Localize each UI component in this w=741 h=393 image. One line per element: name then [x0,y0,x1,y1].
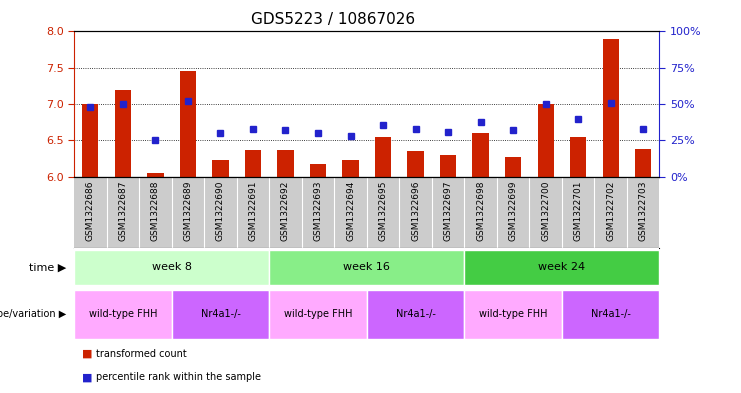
Bar [505,157,521,177]
Text: Nr4a1-/-: Nr4a1-/- [591,309,631,320]
Text: genotype/variation ▶: genotype/variation ▶ [0,309,67,320]
Text: wild-type FHH: wild-type FHH [479,309,548,320]
Bar [635,149,651,177]
Bar [537,104,554,177]
Text: GSM1322690: GSM1322690 [216,180,225,241]
Text: wild-type FHH: wild-type FHH [284,309,352,320]
Text: transformed count: transformed count [96,349,187,359]
Bar [310,164,326,177]
Bar [213,160,228,177]
Text: time ▶: time ▶ [30,262,67,272]
Bar [180,72,196,177]
Text: percentile rank within the sample: percentile rank within the sample [96,372,262,382]
Bar [602,39,619,177]
Text: ■: ■ [82,349,92,359]
Bar [408,151,424,177]
Bar [172,290,269,339]
Text: GDS5223 / 10867026: GDS5223 / 10867026 [251,12,416,27]
Text: GSM1322696: GSM1322696 [411,180,420,241]
Text: week 8: week 8 [152,262,192,272]
Text: GSM1322702: GSM1322702 [606,180,615,241]
Text: week 16: week 16 [343,262,391,272]
Text: GSM1322695: GSM1322695 [379,180,388,241]
Bar [74,250,269,285]
Bar [465,250,659,285]
Text: Nr4a1-/-: Nr4a1-/- [396,309,436,320]
Text: GSM1322700: GSM1322700 [541,180,550,241]
Bar [473,133,489,177]
Bar [342,160,359,177]
Bar [245,150,261,177]
Text: GSM1322697: GSM1322697 [444,180,453,241]
Text: GSM1322691: GSM1322691 [248,180,257,241]
Text: GSM1322692: GSM1322692 [281,180,290,241]
Bar [269,250,465,285]
Text: ■: ■ [82,372,92,382]
Text: GSM1322689: GSM1322689 [184,180,193,241]
Bar [562,290,659,339]
Bar [465,290,562,339]
Bar [570,137,586,177]
Text: GSM1322694: GSM1322694 [346,180,355,241]
Text: GSM1322687: GSM1322687 [119,180,127,241]
Text: GSM1322686: GSM1322686 [86,180,95,241]
Bar [277,150,293,177]
Text: Nr4a1-/-: Nr4a1-/- [201,309,240,320]
Text: week 24: week 24 [539,262,585,272]
Bar [74,290,172,339]
Bar [147,173,164,177]
Bar [367,290,465,339]
Text: GSM1322703: GSM1322703 [639,180,648,241]
Bar [115,90,131,177]
Bar [375,137,391,177]
Text: GSM1322699: GSM1322699 [508,180,518,241]
Text: GSM1322698: GSM1322698 [476,180,485,241]
Bar [82,104,99,177]
Bar [269,290,367,339]
Text: wild-type FHH: wild-type FHH [89,309,157,320]
Text: GSM1322693: GSM1322693 [313,180,322,241]
Text: GSM1322688: GSM1322688 [151,180,160,241]
Text: GSM1322701: GSM1322701 [574,180,582,241]
Bar [440,155,456,177]
